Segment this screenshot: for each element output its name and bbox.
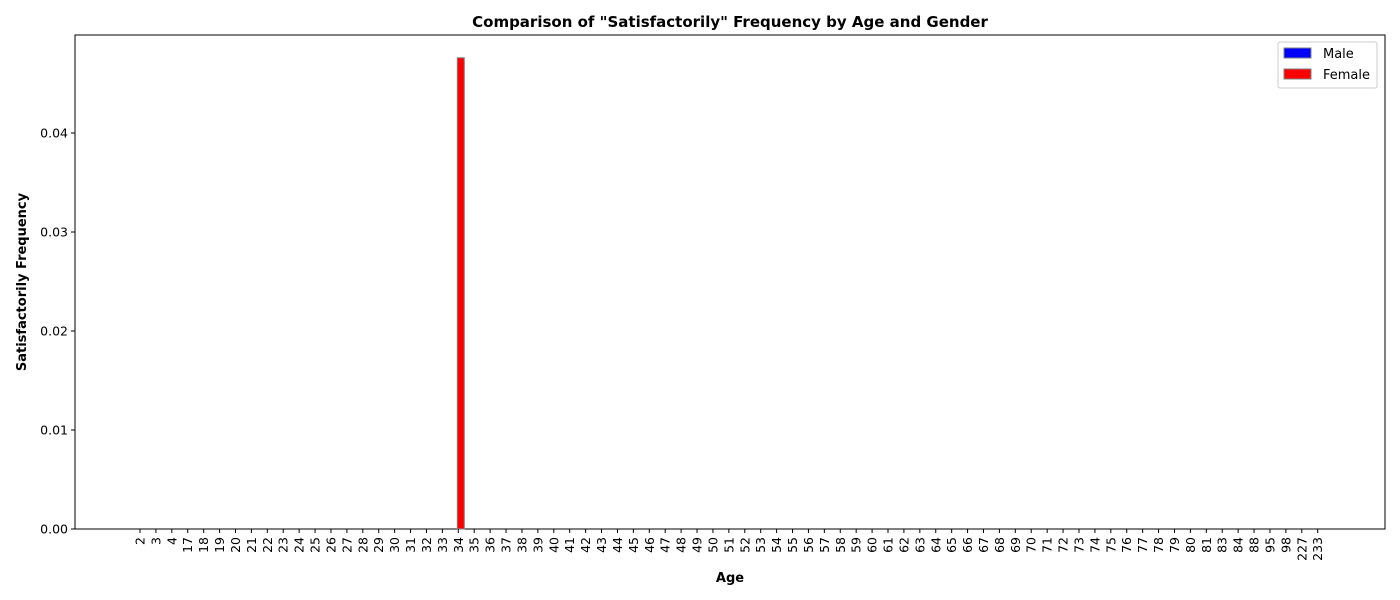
x-tick-label: 68 — [992, 537, 1007, 553]
bar-female-34 — [456, 57, 465, 530]
x-tick-label: 34 — [451, 537, 466, 553]
legend-label-male: Male — [1323, 47, 1354, 62]
x-tick-label: 39 — [530, 537, 545, 553]
x-tick-label: 55 — [785, 537, 800, 553]
x-tick-label: 29 — [371, 537, 386, 553]
x-tick-label: 77 — [1135, 537, 1150, 553]
x-tick-label: 35 — [467, 537, 482, 553]
x-tick-label: 95 — [1262, 537, 1277, 553]
bars-group — [456, 57, 465, 530]
x-tick-label: 81 — [1199, 537, 1214, 553]
plot-frame — [74, 34, 1386, 530]
x-tick-label: 74 — [1087, 537, 1102, 553]
x-tick-label: 61 — [881, 537, 896, 553]
x-tick-label: 31 — [403, 537, 418, 553]
x-tick-label: 66 — [960, 537, 975, 553]
y-tick-label: 0.00 — [40, 522, 68, 537]
x-tick-label: 41 — [562, 537, 577, 553]
x-tick-label: 33 — [435, 537, 450, 553]
legend-swatch-female — [1283, 68, 1312, 80]
x-tick-label: 19 — [212, 537, 227, 553]
x-tick-label: 78 — [1151, 537, 1166, 553]
x-tick-label: 40 — [546, 537, 561, 553]
x-tick-label: 37 — [499, 537, 514, 553]
y-axis: 0.00 0.01 0.02 0.03 0.04 — [40, 126, 75, 537]
legend-label-female: Female — [1323, 68, 1370, 83]
x-tick-label: 21 — [244, 537, 259, 553]
x-tick-label: 227 — [1294, 537, 1309, 561]
legend: Male Female — [1277, 41, 1378, 89]
x-tick-label: 98 — [1278, 537, 1293, 553]
x-tick-label: 58 — [833, 537, 848, 553]
x-tick-label: 79 — [1167, 537, 1182, 553]
legend-swatch-male — [1283, 47, 1312, 59]
x-tick-label: 233 — [1310, 537, 1325, 561]
x-tick-label: 48 — [674, 537, 689, 553]
x-tick-label: 45 — [626, 537, 641, 553]
x-tick-label: 30 — [387, 537, 402, 553]
x-tick-label: 53 — [753, 537, 768, 553]
x-tick-label: 80 — [1183, 537, 1198, 553]
x-tick-label: 59 — [849, 537, 864, 553]
y-tick-label: 0.04 — [40, 126, 68, 141]
y-axis-label: Satisfactorily Frequency — [15, 192, 30, 371]
x-tick-label: 73 — [1071, 537, 1086, 553]
x-tick-label: 50 — [705, 537, 720, 553]
y-tick-label: 0.01 — [40, 423, 68, 438]
x-tick-label: 64 — [928, 537, 943, 553]
x-tick-label: 65 — [944, 537, 959, 553]
x-tick-label: 3 — [148, 537, 163, 545]
x-tick-label: 62 — [896, 537, 911, 553]
x-tick-label: 2 — [133, 537, 148, 545]
x-tick-label: 75 — [1103, 537, 1118, 553]
x-tick-label: 49 — [690, 537, 705, 553]
x-tick-label: 20 — [228, 537, 243, 553]
x-tick-label: 84 — [1231, 537, 1246, 553]
y-tick-label: 0.03 — [40, 225, 68, 240]
x-tick-label: 60 — [865, 537, 880, 553]
x-tick-label: 44 — [610, 537, 625, 553]
plot-area: 0.000.010.020.030.04 2 3 4 17 18 19 20 21 22 23 24… — [40, 34, 1386, 561]
x-tick-label: 88 — [1247, 537, 1262, 553]
chart-title: Comparison of "Satisfactorily" Frequency… — [472, 13, 988, 31]
x-tick-label: 71 — [1040, 537, 1055, 553]
x-tick-label: 22 — [260, 537, 275, 553]
x-axis: 2 3 4 17 18 19 20 21 22 23 24 25 26 27 28 29 30 31 32 33 34 3… — [133, 529, 1325, 561]
x-tick-label: 46 — [642, 537, 657, 553]
x-tick-label: 26 — [323, 537, 338, 553]
x-tick-label: 70 — [1024, 537, 1039, 553]
x-tick-label: 32 — [419, 537, 434, 553]
x-tick-label: 18 — [196, 537, 211, 553]
x-tick-label: 63 — [912, 537, 927, 553]
x-tick-label: 42 — [578, 537, 593, 553]
x-tick-label: 17 — [180, 537, 195, 553]
x-tick-label: 69 — [1008, 537, 1023, 553]
x-tick-label: 28 — [355, 537, 370, 553]
x-tick-label: 72 — [1056, 537, 1071, 553]
x-tick-label: 43 — [594, 537, 609, 553]
x-tick-label: 36 — [483, 537, 498, 553]
x-tick-label: 4 — [164, 537, 179, 545]
x-tick-label: 47 — [658, 537, 673, 553]
x-tick-label: 24 — [292, 537, 307, 553]
x-tick-label: 57 — [817, 537, 832, 553]
x-tick-label: 51 — [721, 537, 736, 553]
x-tick-label: 76 — [1119, 537, 1134, 553]
x-tick-label: 38 — [514, 537, 529, 553]
x-tick-label: 52 — [737, 537, 752, 553]
x-tick-label: 25 — [308, 537, 323, 553]
x-tick-label: 23 — [276, 537, 291, 553]
x-tick-label: 67 — [976, 537, 991, 553]
y-tick-label: 0.02 — [40, 324, 68, 339]
x-tick-label: 56 — [801, 537, 816, 553]
x-axis-label: Age — [716, 571, 744, 586]
x-tick-label: 83 — [1215, 537, 1230, 553]
x-tick-label: 54 — [769, 537, 784, 553]
x-tick-label: 27 — [339, 537, 354, 553]
